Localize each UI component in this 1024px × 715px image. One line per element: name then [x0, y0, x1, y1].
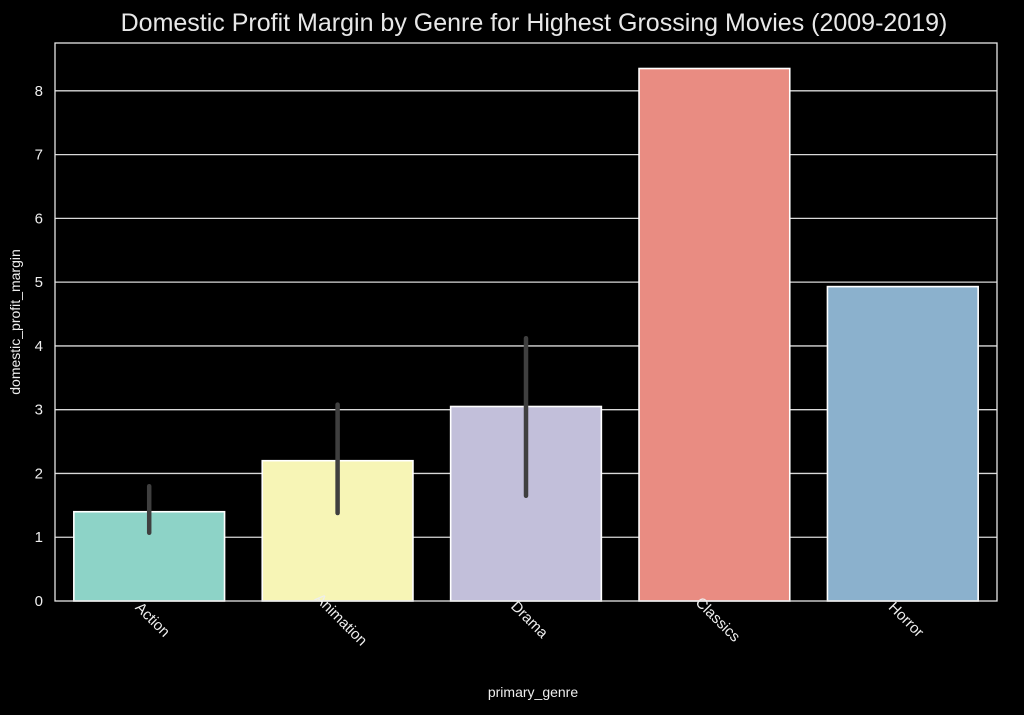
y-tick-labels: 0 1 2 3 4 5 6 7 8 — [35, 83, 43, 610]
y-tick-label: 8 — [35, 83, 43, 100]
x-tick-label: Drama — [507, 598, 551, 642]
bar-horror — [826, 285, 979, 602]
y-tick-label: 5 — [35, 274, 43, 291]
x-tick-label: Action — [132, 599, 174, 641]
y-tick-label: 2 — [35, 465, 43, 482]
y-axis-label: domestic_profit_margin — [7, 249, 23, 395]
error-bars — [146, 336, 529, 536]
y-tick-label: 4 — [35, 338, 43, 355]
x-tick-label: Horror — [885, 599, 927, 641]
bars — [73, 67, 979, 602]
y-tick-label: 3 — [35, 402, 43, 419]
plot-frame — [54, 42, 998, 602]
bar-classics — [638, 67, 791, 602]
y-tick-label: 6 — [35, 210, 43, 227]
y-tick-label: 0 — [35, 593, 43, 610]
x-axis-label: primary_genre — [488, 684, 578, 700]
chart-title: Domestic Profit Margin by Genre for High… — [121, 9, 948, 37]
y-tick-label: 1 — [35, 529, 43, 546]
y-tick-label: 7 — [35, 147, 43, 164]
